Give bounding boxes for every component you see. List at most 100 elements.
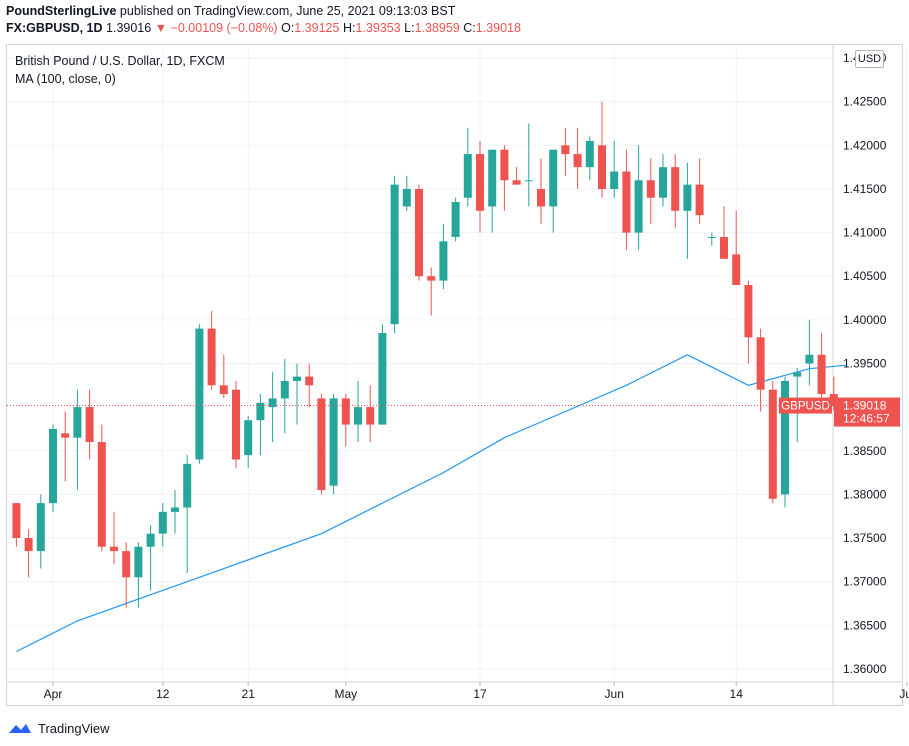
candle xyxy=(634,145,643,251)
price-tag-bg xyxy=(834,397,900,427)
candle xyxy=(268,372,277,443)
candle-body xyxy=(622,171,631,233)
candle-body xyxy=(451,202,460,237)
candle-body xyxy=(439,241,448,281)
candle xyxy=(463,127,472,207)
candle-body xyxy=(549,149,558,207)
down-arrow-icon: ▼ xyxy=(154,21,168,35)
currency-badge[interactable]: USD xyxy=(855,50,884,68)
candle-body xyxy=(232,389,240,460)
candle xyxy=(183,455,192,573)
candle xyxy=(671,154,680,229)
y-tick-label: 1.38000 xyxy=(843,487,887,501)
candle-body xyxy=(488,149,497,207)
candle xyxy=(256,394,265,456)
y-tick-label: 1.39500 xyxy=(843,357,887,371)
candle xyxy=(110,511,118,565)
candle xyxy=(146,524,155,591)
symbol-label: FX:GBPUSD, 1D xyxy=(6,21,103,35)
candle xyxy=(524,123,533,207)
candle xyxy=(61,411,70,482)
candle-body xyxy=(110,546,118,552)
candle-body xyxy=(329,398,338,486)
candle-body xyxy=(768,389,777,499)
candle xyxy=(122,542,131,608)
candle-body xyxy=(36,503,45,552)
candle xyxy=(732,210,741,285)
y-tick-label: 1.36500 xyxy=(843,618,887,632)
candle-body xyxy=(646,180,655,198)
candle-body xyxy=(817,354,826,395)
candle-body xyxy=(207,328,216,386)
candle-body xyxy=(402,188,411,207)
candle-body xyxy=(49,428,57,504)
candle-body xyxy=(171,507,179,512)
candle-body xyxy=(598,145,606,189)
candle xyxy=(537,158,545,224)
candle xyxy=(512,167,521,185)
footer: TradingView xyxy=(8,718,110,738)
x-tick-label: 17 xyxy=(473,687,487,701)
candle xyxy=(500,145,509,211)
candle xyxy=(280,359,289,434)
candle-body xyxy=(781,380,789,495)
candle-body xyxy=(744,284,753,338)
candle xyxy=(707,232,716,246)
candle-body xyxy=(573,154,582,168)
x-tick-label: Jul xyxy=(899,687,909,701)
candle xyxy=(12,503,21,547)
x-tick-label: May xyxy=(334,687,357,701)
candle-body xyxy=(610,171,619,189)
candle xyxy=(622,149,631,251)
legend-title: British Pound / U.S. Dollar, 1D, FXCM xyxy=(15,54,225,68)
price-tag-symbol-bg xyxy=(779,397,832,414)
candle xyxy=(683,162,692,259)
candle xyxy=(573,127,582,189)
candle-body xyxy=(390,184,399,325)
candle-body xyxy=(146,533,155,547)
y-tick-label: 1.41000 xyxy=(843,226,887,240)
candle xyxy=(317,394,326,495)
candle xyxy=(695,158,704,224)
candle xyxy=(598,101,606,198)
author-name[interactable]: PoundSterlingLive xyxy=(6,4,117,18)
candle xyxy=(610,140,619,198)
moving-average-line xyxy=(16,354,847,653)
candle-body xyxy=(732,254,741,285)
footer-brand[interactable]: TradingView xyxy=(38,720,110,736)
candle xyxy=(232,380,240,469)
candle-body xyxy=(183,463,192,508)
published-text: published on TradingView.com, June 25, 2… xyxy=(119,4,456,18)
candle xyxy=(219,354,228,399)
candle-body xyxy=(256,402,265,421)
y-tick-label: 1.36000 xyxy=(843,662,887,676)
candle xyxy=(244,415,253,469)
candle-body xyxy=(524,180,533,182)
close-label: C: xyxy=(463,21,476,35)
price-tag-symbol: GBPUSD xyxy=(781,401,830,413)
candle xyxy=(451,197,460,242)
x-tick-label: 14 xyxy=(730,687,744,701)
candle-body xyxy=(707,236,716,238)
candle xyxy=(73,389,82,491)
candle-body xyxy=(134,546,143,578)
candle-body xyxy=(195,328,204,460)
publish-info: PoundSterlingLive published on TradingVi… xyxy=(6,4,455,18)
candle-body xyxy=(24,538,33,552)
candle xyxy=(390,175,399,333)
y-tick-label: 1.41500 xyxy=(843,182,887,196)
price-tag-countdown: 12:46:57 xyxy=(843,412,890,426)
candle xyxy=(720,206,728,259)
candle xyxy=(49,424,57,512)
low-value: 1.38959 xyxy=(414,21,460,35)
high-value: 1.39353 xyxy=(355,21,401,35)
candle xyxy=(341,394,350,447)
candle xyxy=(293,363,301,425)
candle-body xyxy=(720,236,728,259)
candle-body xyxy=(305,376,314,386)
candle xyxy=(744,280,753,364)
candle xyxy=(415,184,423,281)
candle xyxy=(488,149,497,233)
candle-body xyxy=(500,149,509,181)
